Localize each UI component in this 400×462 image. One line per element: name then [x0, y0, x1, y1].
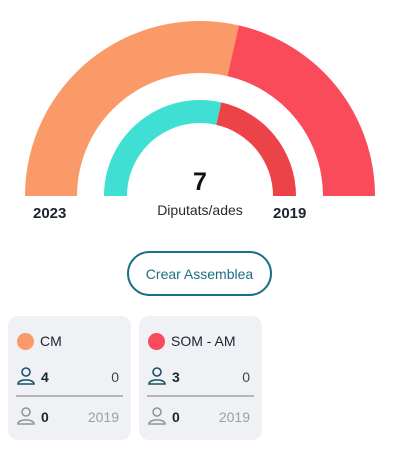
party-color-dot: [17, 333, 34, 350]
person-icon: [148, 407, 166, 425]
previous-year: 2019: [218, 409, 250, 425]
total-seats-label: Diputats/ades: [157, 202, 243, 218]
year-label-right: 2019: [273, 205, 307, 222]
seats-previous: 0: [41, 409, 49, 425]
party-name: CM: [40, 333, 62, 349]
row-2019: 0 2019: [16, 406, 119, 428]
row-2023: 3 0: [147, 366, 250, 388]
party-name: SOM - AM: [171, 333, 236, 349]
person-icon: [17, 407, 35, 425]
inner-ring-2019: [104, 100, 296, 196]
row-2023: 4 0: [16, 366, 119, 388]
inner-segment-0: [104, 100, 222, 196]
outer-segment-1: [227, 25, 375, 196]
row-2019: 0 2019: [147, 406, 250, 428]
seats-current: 3: [172, 369, 180, 385]
inner-segment-1: [216, 102, 296, 196]
parliament-chart: [25, 20, 375, 197]
create-assembly-button[interactable]: Crear Assemblea: [127, 251, 272, 296]
divider: [147, 395, 254, 397]
person-icon: [17, 367, 35, 385]
seats-previous: 0: [172, 409, 180, 425]
person-icon: [148, 367, 166, 385]
outer-segment-0: [25, 20, 239, 197]
divider: [16, 395, 123, 397]
party-card-som-am[interactable]: SOM - AM 3 0 0 2019: [139, 316, 262, 440]
year-label-left: 2023: [33, 205, 67, 222]
party-card-cm[interactable]: CM 4 0 0 2019: [8, 316, 131, 440]
total-seats: 7: [193, 168, 207, 196]
seats-diff: 0: [242, 369, 250, 385]
outer-ring-2023: [25, 20, 375, 197]
previous-year: 2019: [87, 409, 119, 425]
seats-current: 4: [41, 369, 49, 385]
party-color-dot: [148, 333, 165, 350]
seats-diff: 0: [111, 369, 119, 385]
